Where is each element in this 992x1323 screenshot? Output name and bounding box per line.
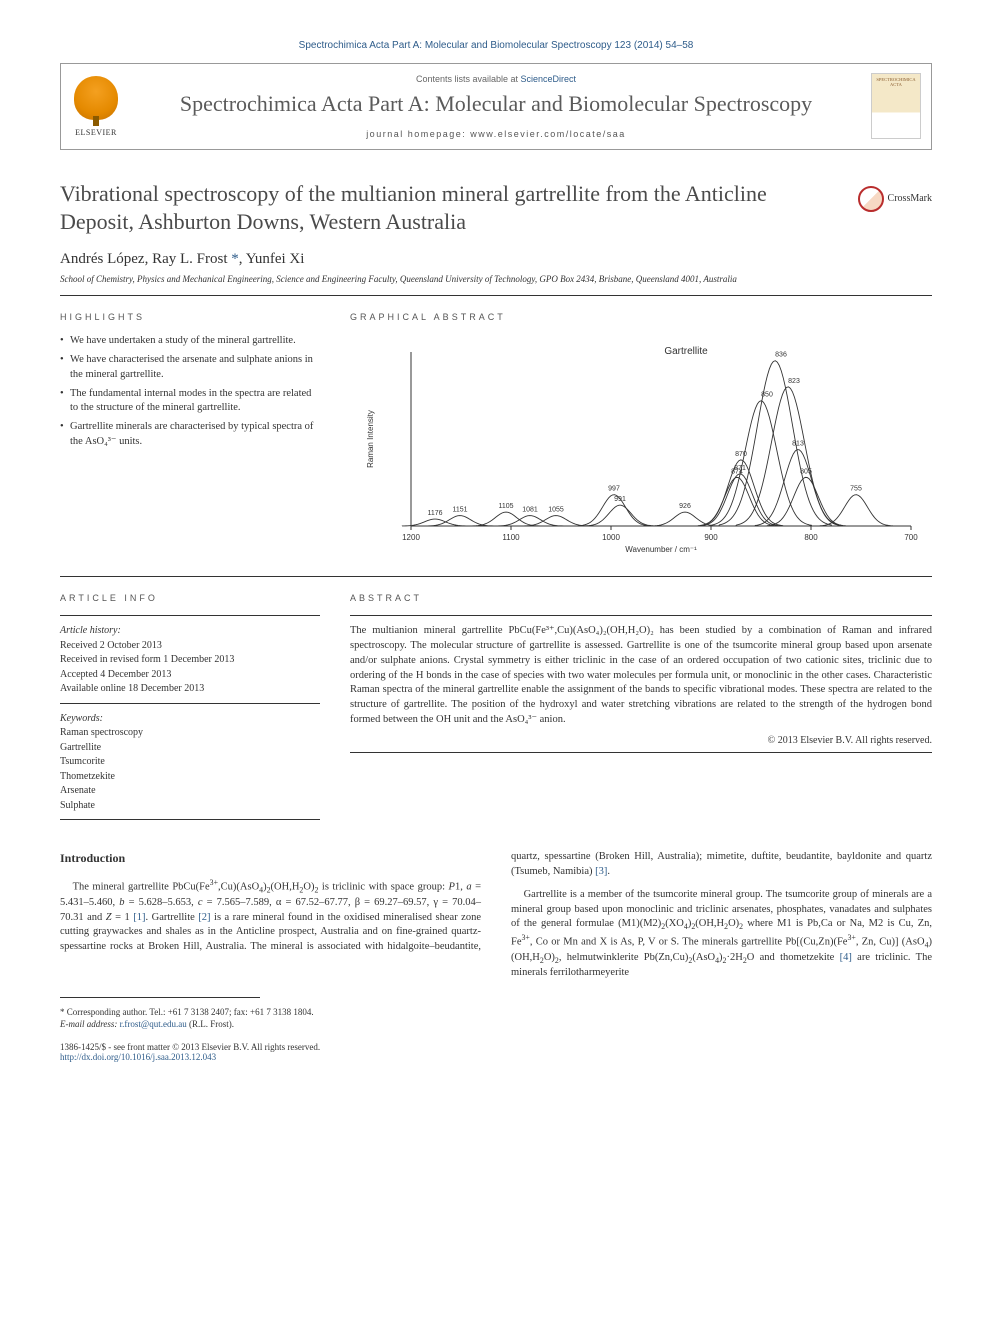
divider <box>60 819 320 820</box>
cover-thumbnail-icon: SPECTROCHIMICA ACTA <box>871 73 921 139</box>
highlight-item: We have characterised the arsenate and s… <box>60 353 320 382</box>
corresponding-author-link[interactable]: * <box>227 251 238 267</box>
svg-text:Wavenumber / cm⁻¹: Wavenumber / cm⁻¹ <box>625 545 697 554</box>
spectrum-chart: 1200 1100 1000 900 800 700 Wavenumber / cm⁻¹ Ra… <box>350 334 932 554</box>
author-1: Andrés López <box>60 251 145 267</box>
email-link[interactable]: r.frost@qut.edu.au <box>120 1019 187 1029</box>
ref-link[interactable]: [2] <box>198 912 210 923</box>
divider <box>60 295 932 296</box>
svg-text:823: 823 <box>788 378 800 385</box>
footnote-divider <box>60 997 260 998</box>
copyright-line: © 2013 Elsevier B.V. All rights reserved… <box>350 735 932 746</box>
ref-link[interactable]: [1] <box>133 912 145 923</box>
divider <box>60 615 320 616</box>
history-head: Article history: <box>60 624 320 639</box>
svg-text:755: 755 <box>850 486 862 493</box>
keyword: Sulphate <box>60 799 320 814</box>
keyword: Raman spectroscopy <box>60 726 320 741</box>
email-footnote: E-mail address: r.frost@qut.edu.au (R.L.… <box>60 1018 932 1030</box>
ref-link[interactable]: [3] <box>595 866 607 877</box>
svg-text:1055: 1055 <box>548 507 564 514</box>
corresponding-author-footnote: * Corresponding author. Tel.: +61 7 3138… <box>60 1006 932 1018</box>
svg-text:700: 700 <box>904 533 918 542</box>
running-head: Spectrochimica Acta Part A: Molecular an… <box>60 40 932 51</box>
history-item: Accepted 4 December 2013 <box>60 668 320 683</box>
doi-link[interactable]: http://dx.doi.org/10.1016/j.saa.2013.12.… <box>60 1052 216 1062</box>
affiliation: School of Chemistry, Physics and Mechani… <box>60 274 932 286</box>
svg-text:1081: 1081 <box>522 507 538 514</box>
highlight-item: The fundamental internal modes in the sp… <box>60 387 320 416</box>
journal-name: Spectrochimica Acta Part A: Molecular an… <box>151 90 841 119</box>
highlights-list: We have undertaken a study of the minera… <box>60 334 320 449</box>
graphical-abstract: GRAPHICAL ABSTRACT 1200 1100 1000 900 800 700… <box>350 312 932 554</box>
article-info: Article history: Received 2 October 2013… <box>60 624 320 813</box>
contents-list-line: Contents lists available at ScienceDirec… <box>151 74 841 84</box>
divider <box>60 576 932 577</box>
keywords-head: Keywords: <box>60 712 320 727</box>
keyword: Thometzekite <box>60 770 320 785</box>
svg-text:836: 836 <box>775 352 787 359</box>
svg-text:813: 813 <box>792 441 804 448</box>
highlight-item: Gartrellite minerals are characterised b… <box>60 420 320 449</box>
keyword: Arsenate <box>60 784 320 799</box>
page-footer: 1386-1425/$ - see front matter © 2013 El… <box>60 1042 932 1062</box>
authors-line: Andrés López, Ray L. Frost *, Yunfei Xi <box>60 251 932 268</box>
svg-text:926: 926 <box>679 504 691 511</box>
svg-text:1000: 1000 <box>602 533 620 542</box>
svg-text:1105: 1105 <box>498 504 513 511</box>
svg-text:Gartrellite: Gartrellite <box>664 346 708 357</box>
journal-header-box: ELSEVIER Contents lists available at Sci… <box>60 63 932 150</box>
publisher-logo: ELSEVIER <box>61 64 131 149</box>
divider <box>350 615 932 616</box>
homepage-url[interactable]: www.elsevier.com/locate/saa <box>470 129 626 139</box>
svg-text:1100: 1100 <box>502 533 520 542</box>
highlights-heading: HIGHLIGHTS <box>60 312 320 322</box>
introduction-heading: Introduction <box>60 850 481 867</box>
history-item: Received in revised form 1 December 2013 <box>60 653 320 668</box>
crossmark-label: CrossMark <box>888 193 932 204</box>
email-label: E-mail address: <box>60 1019 120 1029</box>
divider <box>350 752 932 753</box>
svg-text:997: 997 <box>608 486 620 493</box>
article-info-heading: ARTICLE INFO <box>60 593 320 603</box>
front-matter-line: 1386-1425/$ - see front matter © 2013 El… <box>60 1042 320 1052</box>
homepage-label: journal homepage: <box>366 129 470 139</box>
divider <box>60 703 320 704</box>
elsevier-tree-icon <box>74 76 118 120</box>
svg-text:871: 871 <box>734 465 746 472</box>
graphical-abstract-heading: GRAPHICAL ABSTRACT <box>350 312 932 322</box>
svg-text:Raman Intensity: Raman Intensity <box>366 411 375 469</box>
ref-link[interactable]: [4] <box>840 952 852 963</box>
graphical-abstract-figure: 1200 1100 1000 900 800 700 Wavenumber / cm⁻¹ Ra… <box>350 334 932 554</box>
svg-text:805: 805 <box>800 469 812 476</box>
contents-prefix: Contents lists available at <box>416 74 521 84</box>
footnotes: * Corresponding author. Tel.: +61 7 3138… <box>60 1006 932 1030</box>
crossmark-badge[interactable]: CrossMark <box>858 186 932 212</box>
sciencedirect-link[interactable]: ScienceDirect <box>521 74 577 84</box>
keyword: Tsumcorite <box>60 755 320 770</box>
svg-text:1151: 1151 <box>452 507 467 514</box>
author-3: Yunfei Xi <box>246 251 305 267</box>
author-2: Ray L. Frost <box>152 251 227 267</box>
publisher-name: ELSEVIER <box>75 128 117 137</box>
highlight-item: We have undertaken a study of the minera… <box>60 334 320 349</box>
journal-cover: SPECTROCHIMICA ACTA <box>861 64 931 149</box>
article-title: Vibrational spectroscopy of the multiani… <box>60 180 838 237</box>
svg-text:900: 900 <box>704 533 718 542</box>
abstract-heading: ABSTRACT <box>350 593 932 603</box>
svg-text:800: 800 <box>804 533 818 542</box>
crossmark-icon <box>858 186 884 212</box>
abstract-text: The multianion mineral gartrellite PbCu(… <box>350 624 932 727</box>
intro-paragraph: Gartrellite is a member of the tsumcorit… <box>511 888 932 981</box>
svg-text:1176: 1176 <box>427 511 442 518</box>
keyword: Gartrellite <box>60 741 320 756</box>
email-name: (R.L. Frost). <box>187 1019 234 1029</box>
body-text: Introduction The mineral gartrellite PbC… <box>60 850 932 980</box>
history-item: Received 2 October 2013 <box>60 639 320 654</box>
history-item: Available online 18 December 2013 <box>60 682 320 697</box>
highlights-section: HIGHLIGHTS We have undertaken a study of… <box>60 312 320 449</box>
svg-text:1200: 1200 <box>402 533 420 542</box>
journal-homepage: journal homepage: www.elsevier.com/locat… <box>151 129 841 139</box>
svg-text:991: 991 <box>614 497 626 504</box>
